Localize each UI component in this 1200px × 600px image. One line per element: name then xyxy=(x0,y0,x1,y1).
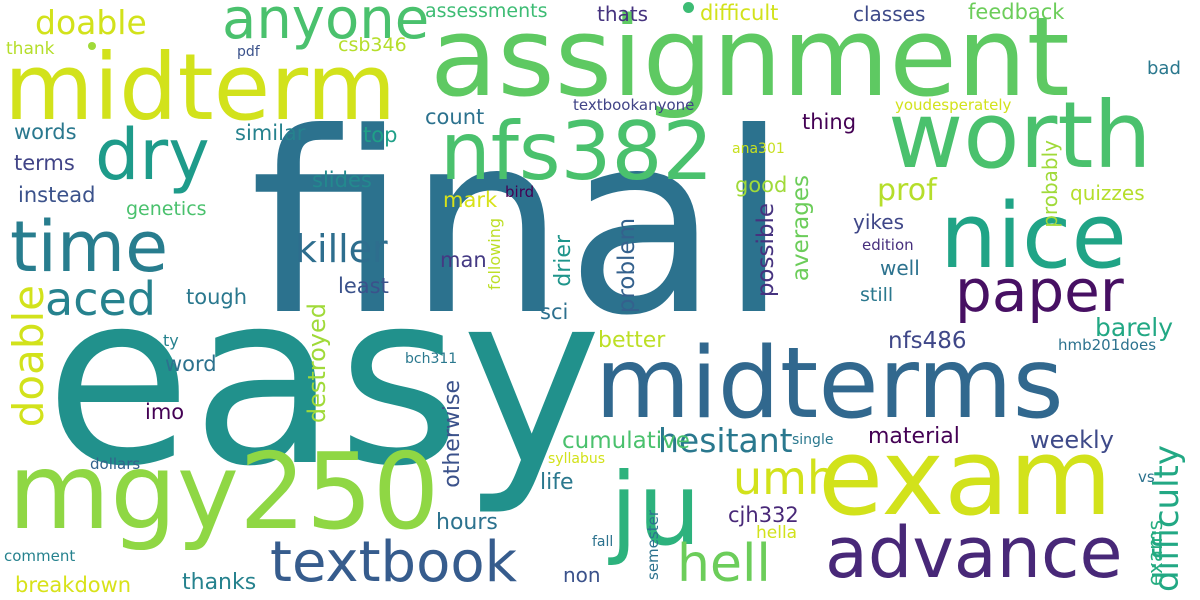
word-edition: edition xyxy=(862,236,914,254)
word-nfs382: nfs382 xyxy=(440,105,714,198)
word-thing: thing xyxy=(802,110,857,134)
word-paper: paper xyxy=(955,257,1124,325)
word-classes: classes xyxy=(853,2,926,26)
word-vs: vs xyxy=(1138,468,1155,486)
word-bird: bird xyxy=(505,183,535,201)
word-thank: thank xyxy=(6,39,55,59)
word-worth: worth xyxy=(888,82,1152,189)
word-hmb201does: hmb201does xyxy=(1058,336,1157,354)
word-averages: averages xyxy=(788,175,814,282)
word-cumulative: material xyxy=(868,424,960,449)
word-fall: fall xyxy=(592,534,614,550)
word-difficult: difficult xyxy=(700,1,779,25)
word-thanks: thanks xyxy=(182,570,257,595)
word-feedback: feedback xyxy=(968,0,1065,24)
word-pdf: pdf xyxy=(237,44,260,60)
word-quizzes: quizzes xyxy=(1070,181,1145,205)
word-slides: slides xyxy=(312,168,372,192)
word-prof: killer xyxy=(295,227,388,271)
word-imo: imo xyxy=(145,400,185,424)
word-advance: advance xyxy=(825,512,1123,594)
word-possible: possible xyxy=(753,203,779,298)
word-otherwise: otherwise xyxy=(440,380,465,488)
word-life: life xyxy=(540,470,574,495)
word-bch311: bch311 xyxy=(405,351,458,367)
word-tough: tough xyxy=(186,285,248,309)
word-thats: thats xyxy=(597,2,649,26)
word-genetics: genetics xyxy=(126,198,207,220)
word-hell: hell xyxy=(677,534,771,594)
word-single: single xyxy=(792,432,834,448)
word-assignment: assignment xyxy=(430,0,1070,121)
word-mark: mark xyxy=(443,188,498,212)
word-bad: bad xyxy=(1147,58,1181,79)
word-well: well xyxy=(880,256,920,280)
word-better: better xyxy=(598,328,666,353)
word-weekly: barely xyxy=(1095,313,1174,342)
word-assessments: assessments xyxy=(425,0,548,22)
word-still: still xyxy=(860,284,894,306)
word-following: following xyxy=(485,218,504,290)
word-exam: exam xyxy=(818,416,1113,539)
word-top: top xyxy=(363,123,398,147)
word-textbookanyone: textbookanyone xyxy=(573,96,695,114)
word-probably: probably xyxy=(1038,140,1062,228)
word-terms: terms xyxy=(14,151,75,175)
word-barely: prof xyxy=(877,173,937,208)
word-easy: easy xyxy=(45,242,603,519)
word-anyone: anyone xyxy=(222,0,430,52)
word-ju: ju xyxy=(610,451,702,568)
word-umh: umh xyxy=(733,451,837,505)
word-ty: ty xyxy=(163,331,179,350)
word-destroyed: destroyed xyxy=(303,303,331,424)
word-csb346: csb346 xyxy=(338,34,407,56)
word-presentations: hours xyxy=(436,510,498,535)
word-exams: exams xyxy=(1143,520,1167,586)
word-nfs486: weekly xyxy=(1030,426,1114,454)
word-cjh332: cjh332 xyxy=(728,503,799,527)
word-good-h: good xyxy=(735,173,788,197)
word-aced: aced xyxy=(45,272,156,326)
word-midterms: midterms xyxy=(595,327,1064,441)
word-textbook: textbook xyxy=(270,530,518,595)
word-hella: hella xyxy=(756,523,798,543)
word-killer: hesitant xyxy=(658,421,793,460)
word-dry: dry xyxy=(95,114,210,196)
word-final: final xyxy=(250,79,789,370)
dot-2 xyxy=(88,42,96,50)
word-dollars: dollars xyxy=(90,455,141,473)
word-mgy250: mgy250 xyxy=(8,431,440,553)
word-hesitant: doable xyxy=(35,3,147,42)
word-non: non xyxy=(563,563,601,587)
word-instead: instead xyxy=(18,183,96,207)
dot-1 xyxy=(683,2,694,13)
word-yikes: yikes xyxy=(853,210,904,234)
word-breakdown: breakdown xyxy=(15,573,132,597)
word-doable-rotated: doable xyxy=(4,285,53,428)
word-nice: nice xyxy=(940,184,1127,289)
word-least: least xyxy=(338,274,389,298)
word-man: man xyxy=(440,248,487,272)
word-ana301: ana301 xyxy=(732,141,785,157)
word-drier: drier xyxy=(551,235,576,287)
word-problem: problem xyxy=(614,218,640,314)
word-syllabus: syllabus xyxy=(548,451,605,467)
word-midterm: midterm xyxy=(4,34,397,141)
word-semester: semester xyxy=(644,510,662,580)
word-youdesperately: youdesperately xyxy=(895,96,1012,114)
word-word: word xyxy=(165,352,217,376)
word-sci: sci xyxy=(540,300,569,324)
word-hours: cumulative xyxy=(562,428,690,454)
word-words: words xyxy=(14,120,77,144)
word-comment: comment xyxy=(4,547,76,565)
word-similar: similar xyxy=(235,121,306,145)
word-time: time xyxy=(10,206,169,288)
word-material: nfs486 xyxy=(888,328,967,354)
word-count: count xyxy=(425,105,485,129)
